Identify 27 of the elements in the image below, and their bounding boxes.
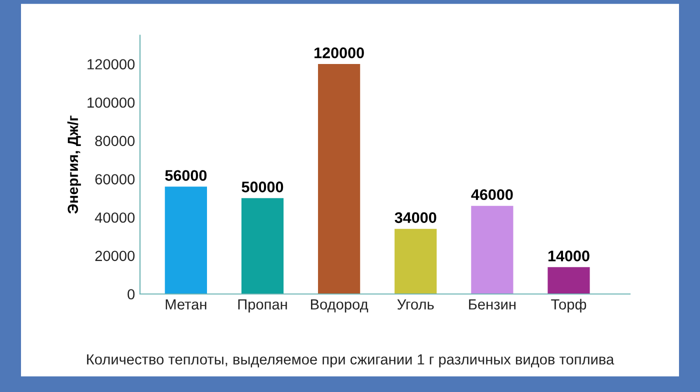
data-label: 120000: [314, 47, 364, 58]
y-axis-title: Энергия, Дж/г: [67, 116, 81, 214]
y-tick-label: 100000: [88, 97, 135, 108]
y-tick-label: 80000: [95, 136, 135, 146]
data-label: 56000: [165, 170, 207, 181]
data-label: 34000: [394, 212, 436, 224]
bar: [241, 198, 284, 294]
y-tick-label: 60000: [95, 174, 135, 184]
x-tick-label: Пропан: [238, 299, 287, 312]
bar: [164, 186, 207, 294]
y-tick-label: 0: [128, 289, 135, 300]
text: Количество теплоты, выделяемое при сжигании 1 г различных видов топлива: [87, 354, 614, 368]
x-tick-label: Метан: [166, 299, 206, 310]
data-label: 50000: [242, 182, 284, 192]
y-tick-label: 120000: [88, 59, 135, 70]
y-tick-label: 40000: [94, 212, 135, 223]
bar: [548, 267, 590, 294]
x-tick-label: Бензин: [469, 299, 516, 310]
x-tick-label: Уголь: [397, 299, 434, 310]
data-label: 46000: [471, 189, 513, 200]
x-tick-label: Водород: [310, 299, 368, 312]
bar: [471, 206, 514, 294]
y-tick-label: 20000: [95, 250, 135, 262]
bar: [394, 228, 437, 294]
bar: [318, 64, 360, 294]
data-label: 14000: [548, 250, 590, 262]
x-tick-label: Торф: [551, 298, 586, 312]
